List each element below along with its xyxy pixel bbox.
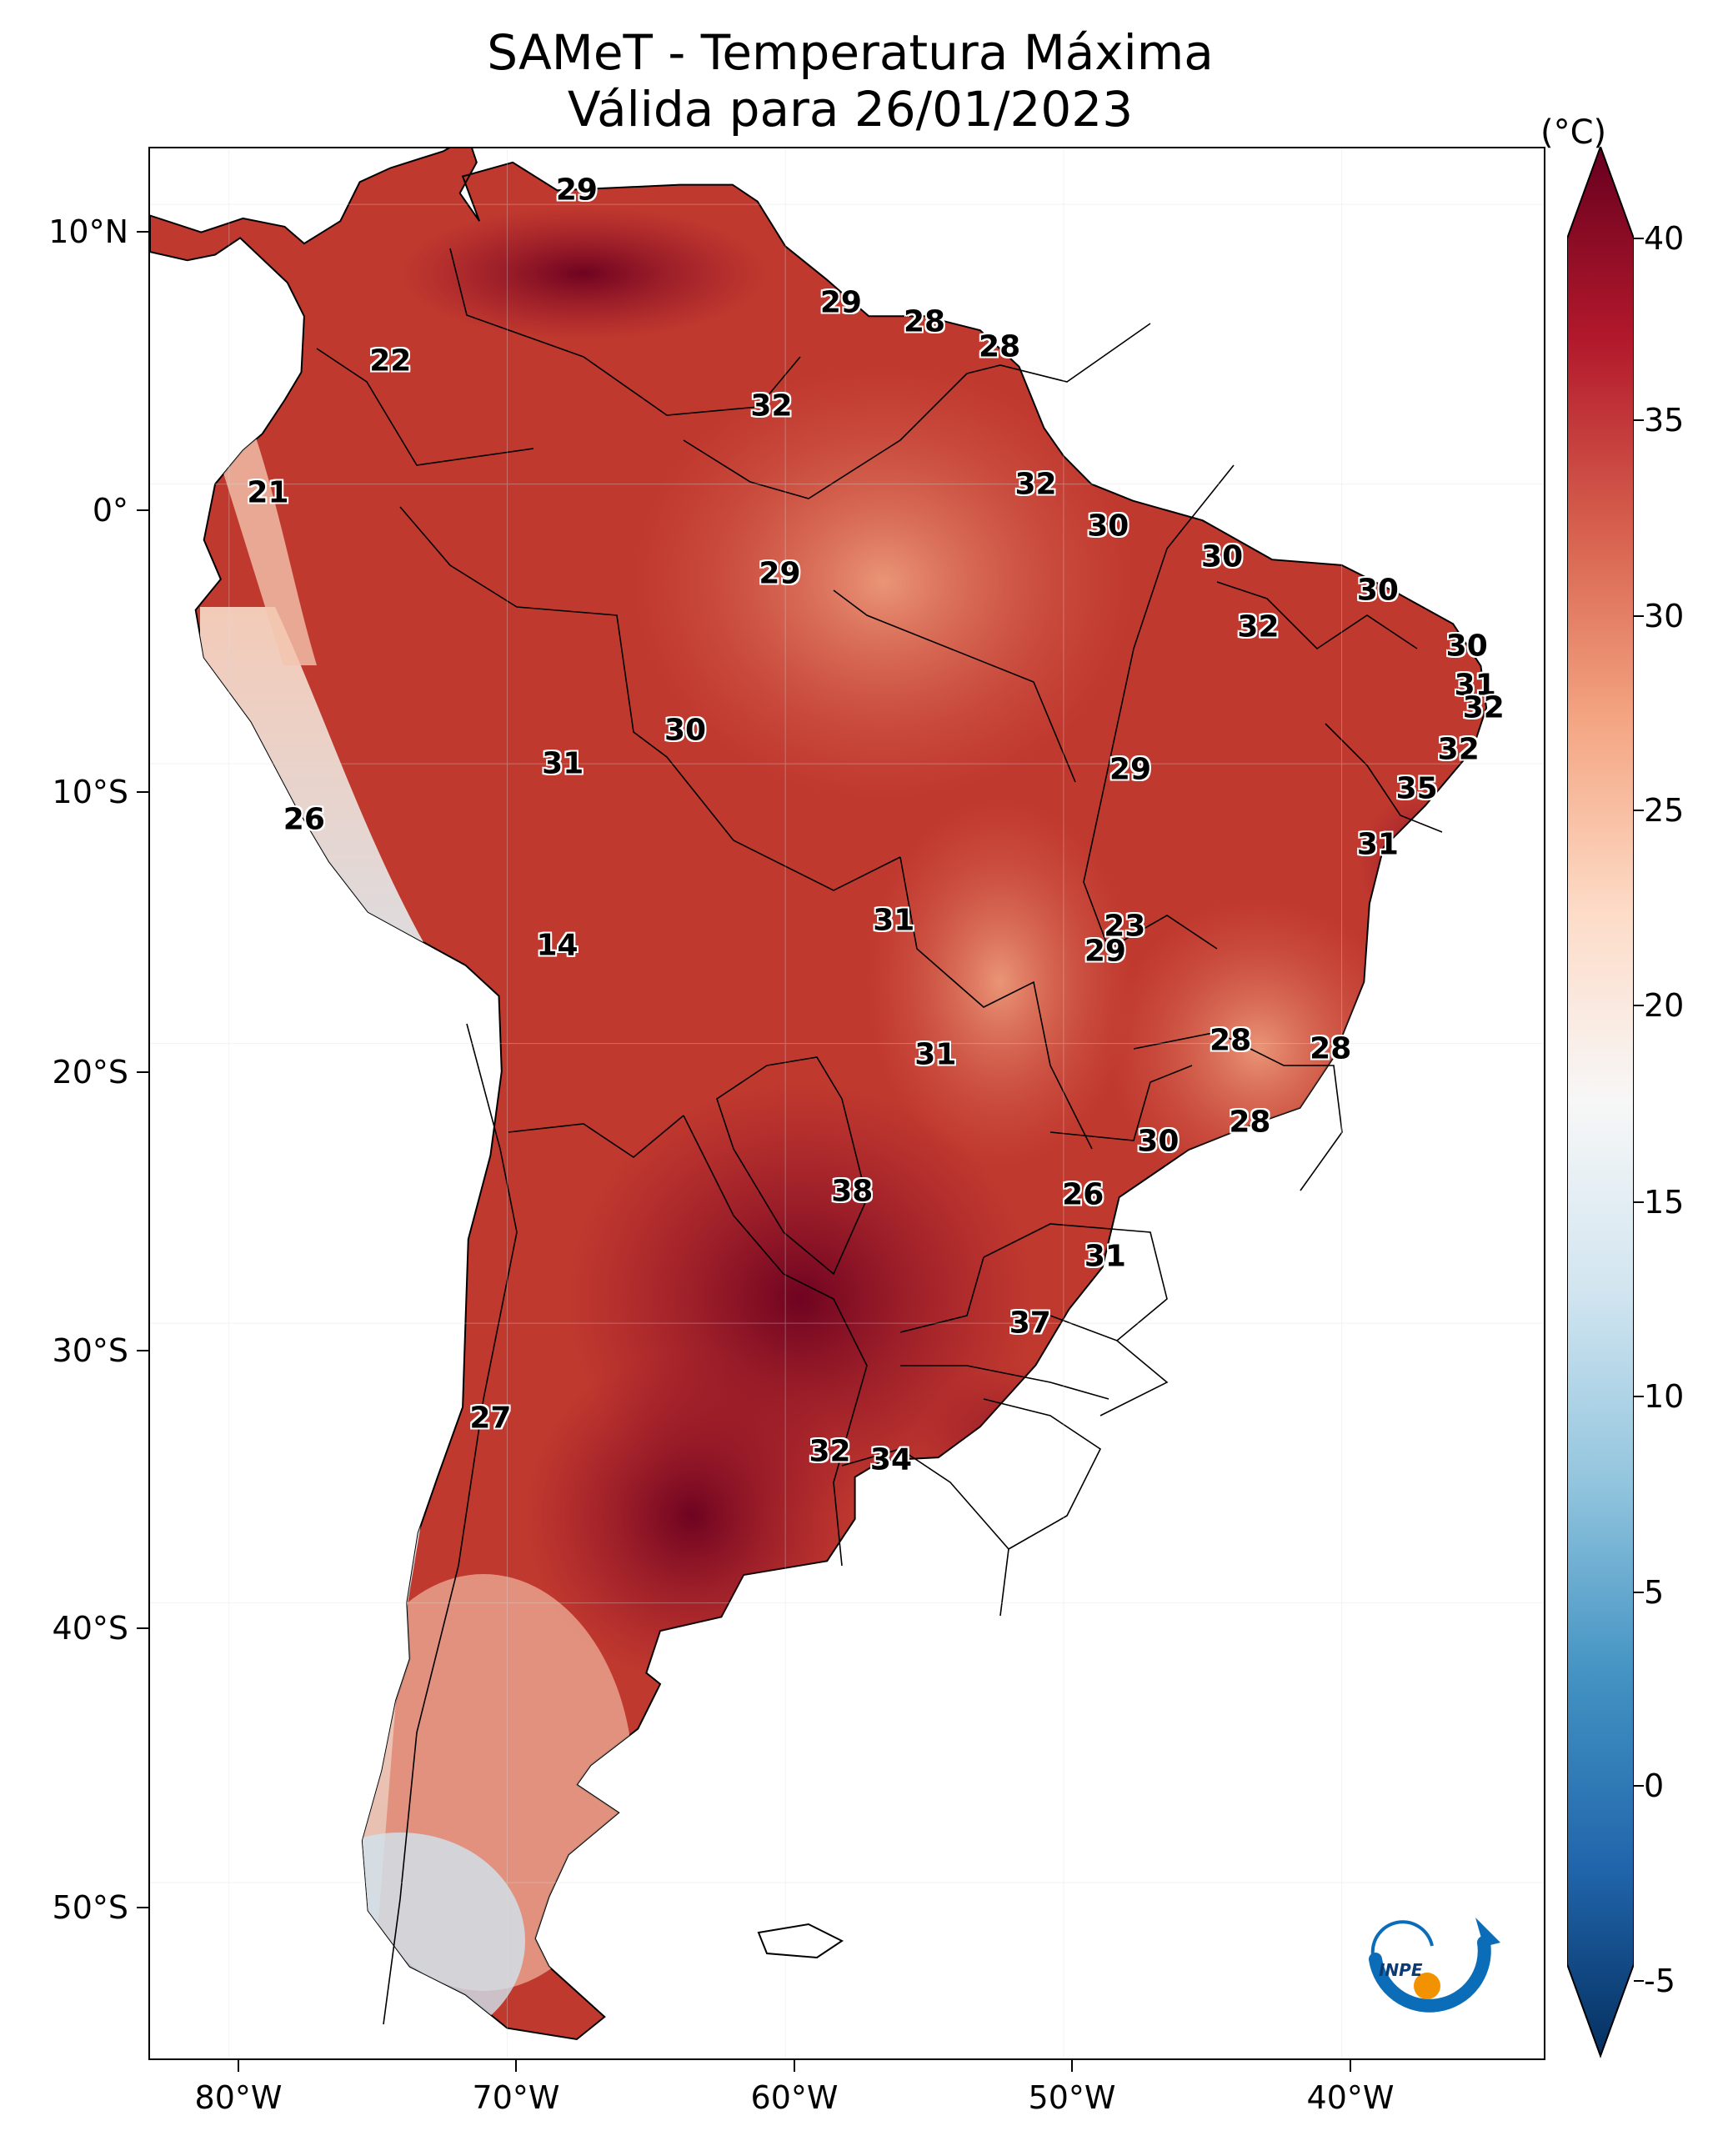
y-tick-mark	[137, 231, 148, 233]
map-title: SAMeT - Temperatura Máxima	[487, 24, 1214, 81]
country-borders	[316, 248, 1443, 2025]
inpe-logo-text: INPE	[1379, 1960, 1423, 1980]
temperature-value-label: 26	[1062, 1177, 1104, 1212]
temperature-value-label: 32	[809, 1434, 851, 1469]
colorbar-tick-label: 35	[1644, 402, 1685, 439]
temperature-value-label: 35	[1395, 771, 1438, 806]
y-tick-mark	[137, 791, 148, 793]
temperature-value-label: 32	[1237, 609, 1280, 644]
colorbar-gradient	[1567, 147, 1634, 2058]
temperature-value-label: 31	[542, 746, 584, 781]
temperature-value-label: 30	[1201, 539, 1244, 574]
temperature-value-label: 37	[1009, 1306, 1051, 1341]
temperature-value-label: 29	[555, 173, 598, 208]
temperature-value-label: 29	[1084, 934, 1126, 969]
map-subtitle: Válida para 26/01/2023	[567, 81, 1134, 138]
x-tick-mark	[1071, 2060, 1073, 2072]
temperature-value-label: 30	[664, 713, 707, 748]
colorbar-tick-label: 20	[1644, 987, 1685, 1024]
x-tick-mark	[238, 2060, 239, 2072]
y-tick-mark	[137, 1071, 148, 1073]
y-tick-mark	[137, 1907, 148, 1908]
temperature-value-label: 29	[1109, 752, 1152, 787]
temperature-value-label: 32	[1437, 732, 1480, 767]
temperature-value-label: 29	[819, 285, 862, 320]
temperature-value-label: 14	[536, 928, 579, 963]
temperature-value-label: 28	[903, 304, 946, 339]
colorbar-tick-mark	[1634, 1785, 1644, 1787]
y-tick-label: 10°N	[48, 213, 128, 250]
colorbar-tick-mark	[1634, 1201, 1644, 1203]
y-tick-label: 10°S	[52, 774, 128, 810]
temperature-value-label: 21	[247, 475, 289, 510]
temperature-value-label: 30	[1445, 629, 1488, 664]
y-tick-mark	[137, 509, 148, 511]
temperature-value-label: 30	[1137, 1124, 1180, 1159]
x-tick-label: 80°W	[194, 2079, 283, 2116]
map-area	[148, 147, 1545, 2060]
temperature-value-label: 31	[1454, 668, 1496, 703]
colorbar-tick-mark	[1634, 238, 1644, 239]
colorbar-unit: (°C)	[1540, 113, 1607, 152]
x-tick-mark	[515, 2060, 517, 2072]
colorbar-tick-label: 5	[1644, 1574, 1665, 1611]
colorbar-tick-label: 0	[1644, 1767, 1665, 1804]
colorbar-tick-label: -5	[1644, 1963, 1675, 1999]
y-tick-mark	[137, 1350, 148, 1351]
temperature-value-label: 34	[869, 1442, 913, 1477]
colorbar-tick-label: 30	[1644, 598, 1685, 634]
temperature-value-label: 31	[1356, 827, 1399, 862]
y-tick-label: 40°S	[52, 1610, 128, 1647]
colorbar-tick-mark	[1634, 810, 1644, 811]
y-tick-label: 30°S	[52, 1332, 128, 1369]
temperature-value-label: 31	[873, 903, 915, 938]
x-tick-mark	[794, 2060, 795, 2072]
temperature-value-label: 29	[759, 556, 801, 591]
temperature-value-label: 28	[1310, 1031, 1352, 1066]
x-tick-label: 40°W	[1306, 2079, 1395, 2116]
temperature-value-label: 38	[831, 1174, 874, 1209]
colorbar-tick-label: 25	[1644, 792, 1685, 829]
temperature-value-label: 32	[1462, 690, 1505, 725]
temperature-value-label: 28	[979, 329, 1021, 364]
temperature-value-label: 30	[1087, 509, 1129, 544]
x-tick-label: 50°W	[1028, 2079, 1116, 2116]
temperature-value-label: 30	[1356, 573, 1399, 608]
temperature-value-label: 22	[369, 343, 412, 379]
temperature-value-label: 27	[469, 1401, 512, 1436]
temperature-value-label: 32	[1014, 467, 1057, 502]
x-tick-label: 70°W	[472, 2079, 560, 2116]
colorbar-tick-mark	[1634, 419, 1644, 421]
colorbar-tick-mark	[1634, 1592, 1644, 1593]
temperature-value-label: 31	[914, 1037, 957, 1072]
y-tick-label: 0°	[92, 492, 128, 529]
y-tick-label: 50°S	[52, 1889, 128, 1926]
colorbar-tick-mark	[1634, 1396, 1644, 1397]
temperature-value-label: 26	[283, 802, 325, 837]
graticule	[150, 148, 1544, 2058]
temperature-value-label: 31	[1084, 1239, 1126, 1274]
temperature-value-label: 23	[1104, 909, 1146, 944]
y-tick-label: 20°S	[52, 1054, 128, 1091]
colorbar-tick-mark	[1634, 1980, 1644, 1982]
x-tick-mark	[1350, 2060, 1351, 2072]
temperature-value-label: 28	[1210, 1023, 1252, 1058]
map-canvas	[150, 148, 1544, 2058]
temperature-value-label: 32	[750, 389, 793, 424]
falkland-islands	[757, 1923, 844, 1959]
colorbar	[1567, 147, 1634, 2058]
colorbar-tick-label: 10	[1644, 1378, 1685, 1415]
colorbar-tick-label: 15	[1644, 1184, 1685, 1221]
colorbar-tick-label: 40	[1644, 220, 1685, 257]
x-tick-label: 60°W	[750, 2079, 839, 2116]
colorbar-tick-mark	[1634, 1005, 1644, 1006]
temperature-value-label: 28	[1229, 1105, 1271, 1140]
inpe-logo: INPE	[1369, 1918, 1500, 2013]
colorbar-tick-mark	[1634, 615, 1644, 617]
y-tick-mark	[137, 1627, 148, 1629]
